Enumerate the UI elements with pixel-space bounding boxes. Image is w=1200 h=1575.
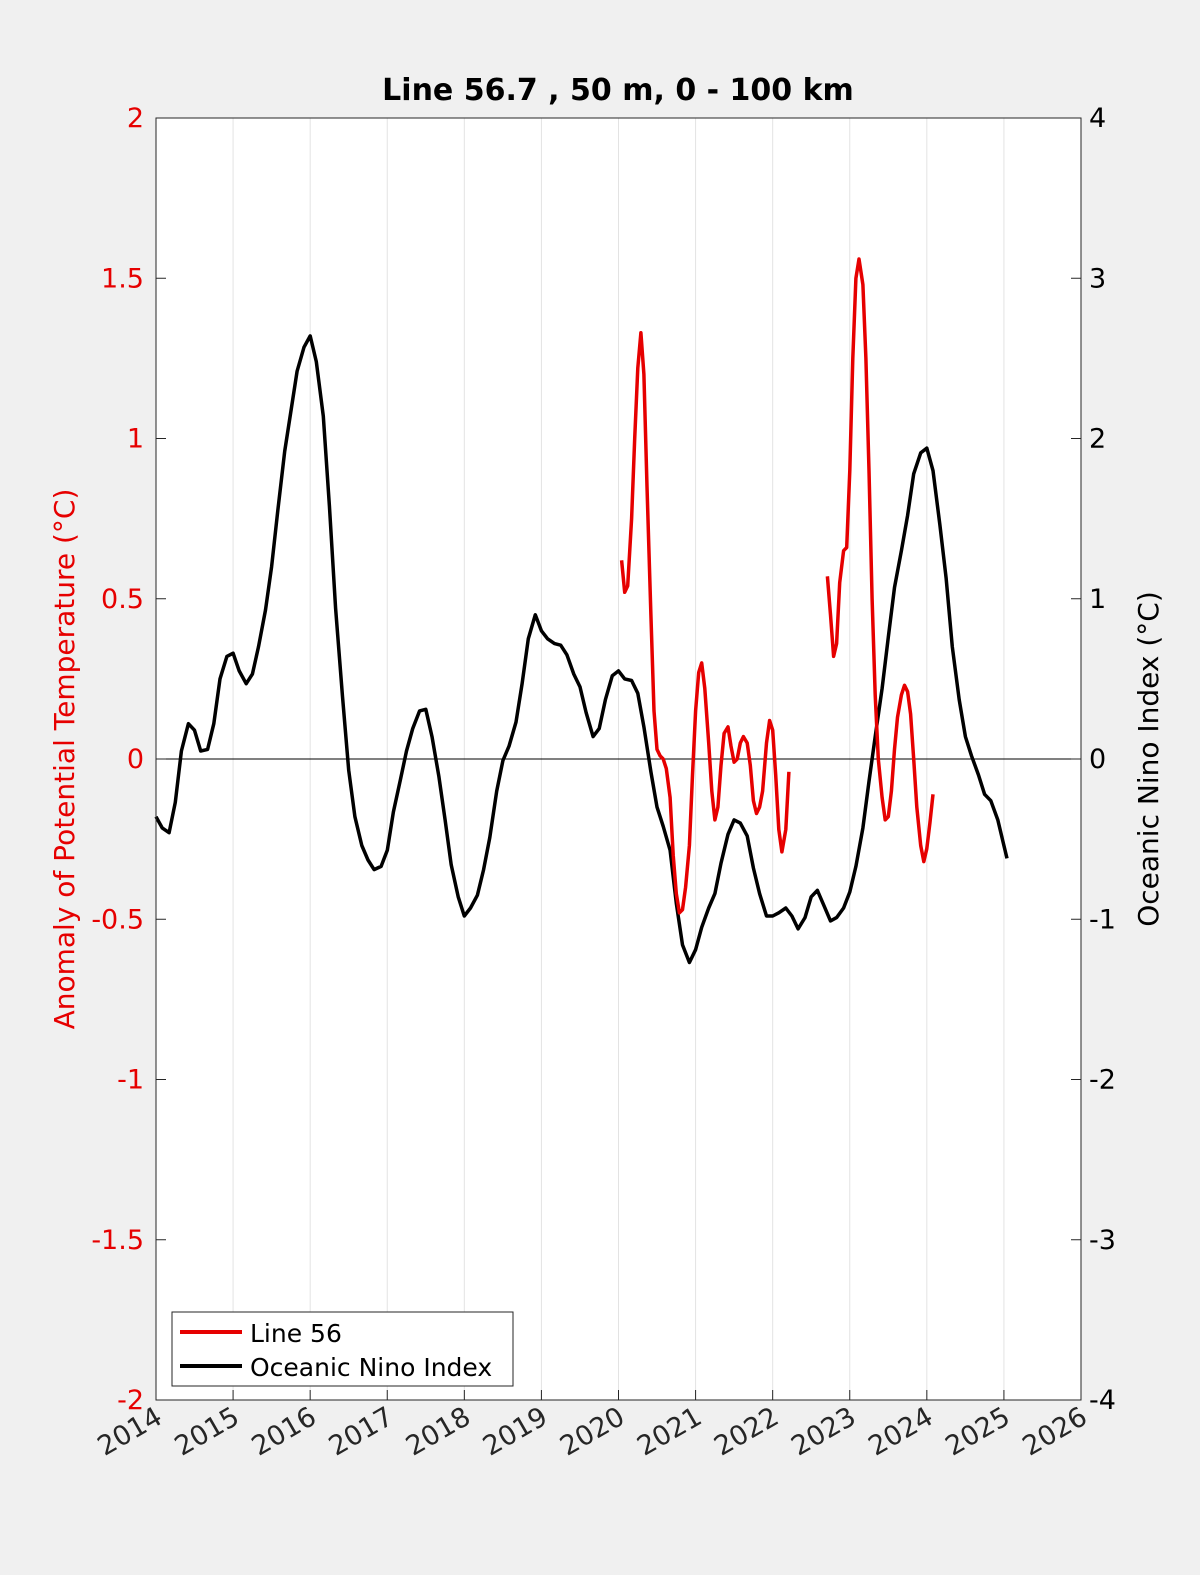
left-y-tick-label: -1.5	[91, 1225, 144, 1256]
legend-line-56-label: Line 56	[250, 1319, 342, 1348]
right-y-tick-label: 3	[1089, 263, 1106, 294]
right-y-axis: 4 3 2 1 0 -1 -2 -3 -4	[1071, 103, 1116, 1416]
series-layer	[154, 257, 1009, 965]
legend-box	[171, 1311, 514, 1387]
right-y-tick-label: 4	[1089, 103, 1106, 134]
series-line-line-56	[825, 257, 935, 864]
left-y-tick-label: -2	[117, 1385, 144, 1416]
right-y-tick-label: -2	[1089, 1065, 1116, 1096]
right-y-tick-label: -4	[1089, 1385, 1116, 1416]
left-y-tick-label: 0.5	[101, 584, 144, 615]
left-y-tick-label: 0	[127, 744, 144, 775]
legend-oni-label: Oceanic Nino Index	[250, 1353, 492, 1382]
left-y-axis-label: Anomaly of Potential Temperature (°C)	[48, 489, 81, 1030]
right-y-tick-label: 0	[1089, 744, 1106, 775]
left-y-tick-label: 1	[127, 424, 144, 455]
left-y-axis: 2 1.5 1 0.5 0 -0.5 -1 -1.5 -2	[91, 103, 166, 1416]
chart-title: Line 56.7 , 50 m, 0 - 100 km	[382, 73, 854, 108]
right-y-tick-label: 2	[1089, 424, 1106, 455]
right-y-axis-label: Oceanic Nino Index (°C)	[1132, 591, 1165, 927]
series-line-line-56	[619, 330, 791, 915]
legend: Line 56 Oceanic Nino Index	[171, 1311, 514, 1387]
series-line-oceanic-nino-index	[154, 334, 1009, 965]
right-y-tick-label: -1	[1089, 904, 1116, 935]
left-y-tick-label: -0.5	[91, 904, 144, 935]
right-y-tick-label: 1	[1089, 584, 1106, 615]
left-y-tick-label: 2	[127, 103, 144, 134]
left-y-tick-label: -1	[117, 1065, 144, 1096]
right-y-tick-label: -3	[1089, 1225, 1116, 1256]
left-y-tick-label: 1.5	[101, 263, 144, 294]
